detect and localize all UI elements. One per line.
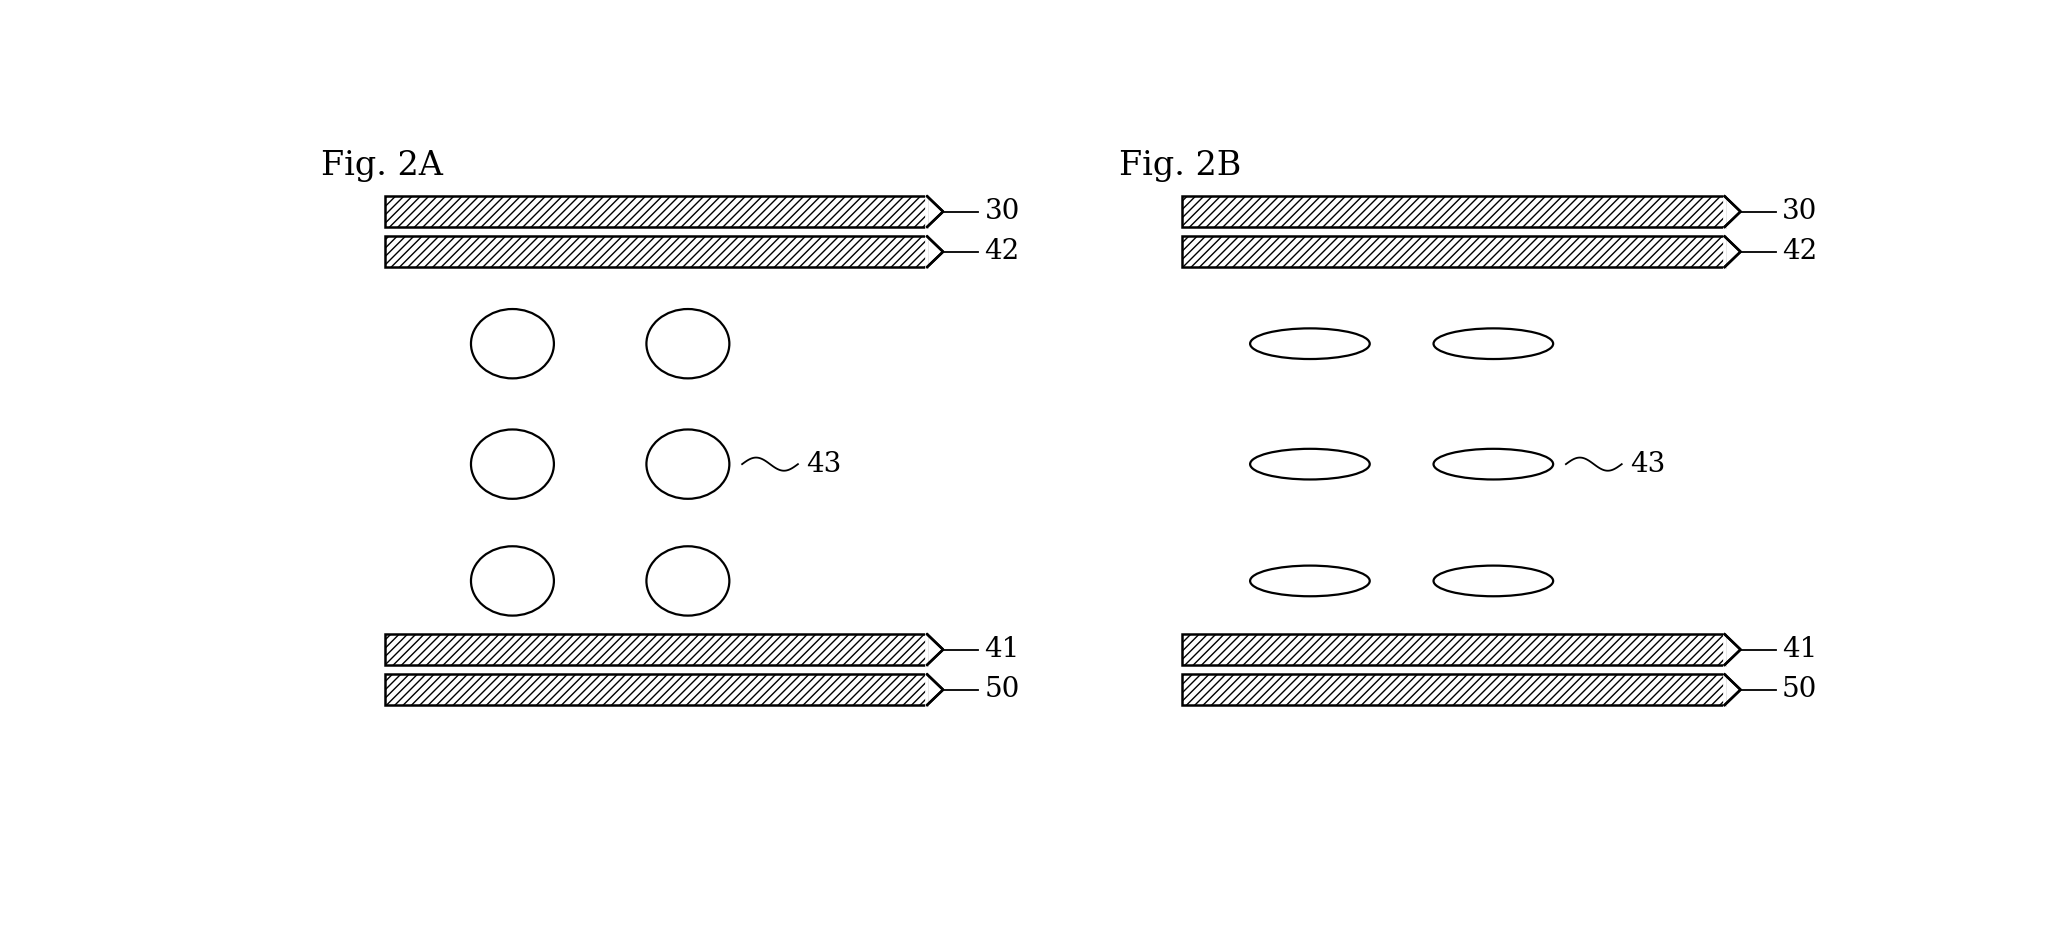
- Text: Fig. 2A: Fig. 2A: [321, 151, 442, 182]
- Bar: [385, 634, 926, 665]
- Text: 42: 42: [984, 238, 1021, 265]
- Text: 50: 50: [984, 676, 1021, 703]
- Bar: [1181, 674, 1725, 705]
- Bar: [1181, 196, 1725, 227]
- Text: 43: 43: [807, 450, 842, 478]
- Bar: [385, 196, 926, 227]
- Text: 41: 41: [1782, 636, 1817, 663]
- Text: Fig. 2B: Fig. 2B: [1120, 151, 1241, 182]
- Text: 30: 30: [1782, 198, 1817, 225]
- Text: 41: 41: [984, 636, 1021, 663]
- Bar: [1181, 634, 1725, 665]
- Bar: [385, 236, 926, 267]
- Bar: [1181, 236, 1725, 267]
- Text: 50: 50: [1782, 676, 1817, 703]
- Bar: [385, 674, 926, 705]
- Text: 42: 42: [1782, 238, 1817, 265]
- Text: 30: 30: [984, 198, 1021, 225]
- Text: 43: 43: [1630, 450, 1665, 478]
